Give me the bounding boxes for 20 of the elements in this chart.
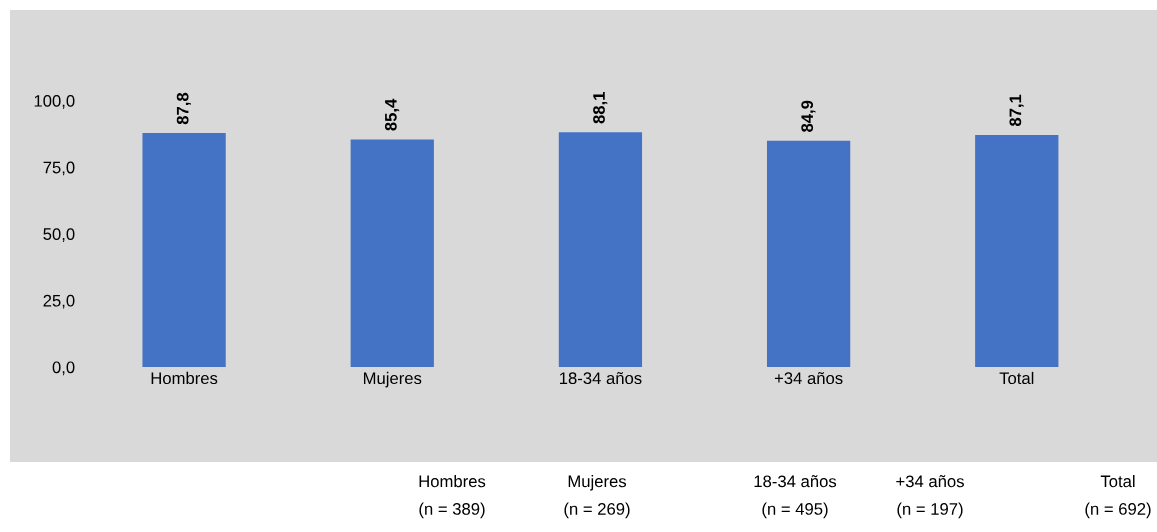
data-label: 88,1: [593, 91, 608, 124]
text: Hombres (n = 389): [419, 475, 486, 519]
data-label: 84,9: [801, 100, 816, 132]
y-tick-label: 0,0: [52, 361, 75, 376]
x-tick-label: 18-34 años: [560, 371, 642, 385]
y-tick-label: 75,0: [43, 161, 75, 176]
text: Total (n = 692): [1085, 475, 1151, 519]
text: Mujeres (n = 269): [564, 475, 630, 519]
x-tick-label: +34 años: [774, 371, 843, 385]
text: +34 años (n = 197): [896, 475, 964, 519]
y-tick-label: 50,0: [43, 228, 75, 242]
data-label: 85,4: [384, 98, 400, 131]
x-tick-label: Hombres: [151, 371, 218, 385]
y-tick-label: 25,0: [43, 294, 75, 309]
text: 18-34 años (n = 495): [754, 475, 837, 519]
x-tick-label: Total: [999, 371, 1034, 385]
data-label: 87,8: [176, 92, 191, 125]
data-label: 87,1: [1009, 94, 1024, 127]
y-tick-label: 100,0: [34, 94, 75, 109]
x-tick-label: Mujeres: [363, 371, 422, 388]
